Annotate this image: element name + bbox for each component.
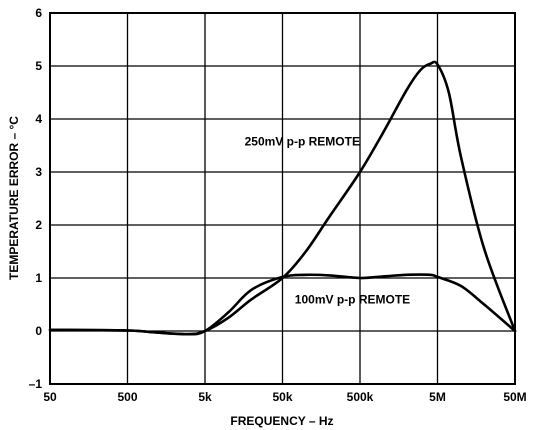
- x-axis-title: FREQUENCY – Hz: [230, 414, 333, 428]
- tick-labels: 50 500 5k 50k 500k 5M 50M –1 0 1 2 3 4 5 6: [29, 6, 527, 404]
- y-tick-label: 0: [35, 324, 42, 338]
- y-tick-label: 4: [35, 112, 42, 126]
- plot-frame: [49, 12, 516, 385]
- x-tick-label: 500: [117, 390, 137, 404]
- y-axis-title: TEMPERATURE ERROR – °C: [7, 116, 21, 280]
- series-label: 250mV p-p REMOTE: [245, 135, 360, 149]
- series-labels: 250mV p-p REMOTE 100mV p-p REMOTE: [245, 135, 411, 307]
- y-tick-label: 2: [35, 218, 42, 232]
- grid: [49, 12, 516, 385]
- series-label: 100mV p-p REMOTE: [295, 292, 410, 306]
- x-tick-label: 50: [43, 390, 57, 404]
- x-tick-label: 50M: [503, 390, 526, 404]
- curves: [48, 60, 517, 336]
- x-tick-label: 5k: [198, 390, 212, 404]
- y-tick-label: 5: [35, 59, 42, 73]
- y-tick-label: –1: [29, 377, 43, 391]
- y-tick-label: 3: [35, 165, 42, 179]
- series-line-1: [48, 273, 517, 336]
- x-tick-label: 500k: [347, 390, 374, 404]
- x-tick-label: 5M: [429, 390, 446, 404]
- y-tick-label: 6: [35, 6, 42, 20]
- x-tick-label: 50k: [272, 390, 292, 404]
- y-tick-label: 1: [35, 271, 42, 285]
